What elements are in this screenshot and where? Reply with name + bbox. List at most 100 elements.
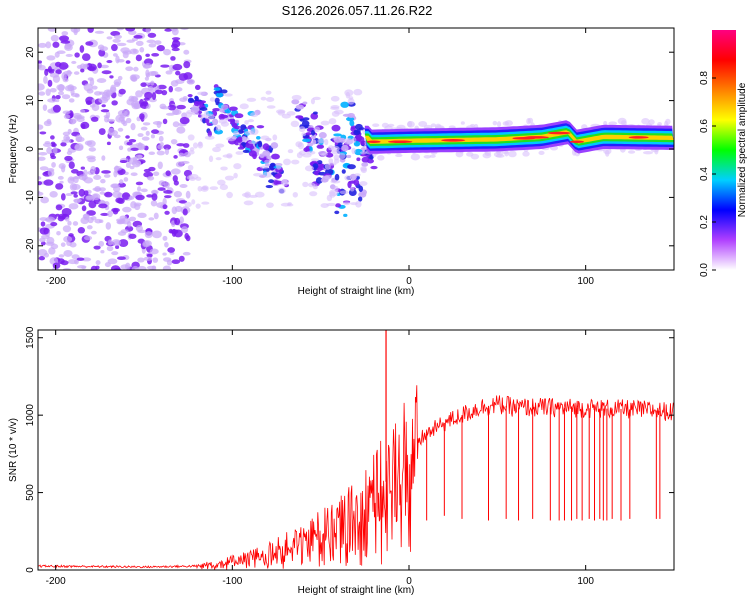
streak-halo (209, 97, 216, 102)
streak-halo (221, 104, 229, 110)
streak-halo (209, 186, 219, 191)
streak-blob (310, 112, 319, 120)
noise-blob (137, 265, 147, 270)
noise-blob (107, 239, 113, 246)
noise-blob (118, 145, 124, 151)
streak-blob (349, 120, 355, 127)
streak-halo (232, 130, 240, 136)
y-tick-label: 10 (25, 95, 36, 107)
noise-blob (125, 117, 132, 124)
streak-halo (277, 110, 285, 116)
noise-blob (151, 52, 160, 57)
streak-halo (310, 98, 316, 105)
streak-halo (307, 182, 316, 188)
streak-halo (343, 137, 354, 145)
noise-blob (87, 77, 94, 81)
noise-blob (49, 88, 57, 93)
carrier-halo (648, 119, 655, 125)
noise-blob (103, 114, 110, 119)
noise-blob (38, 124, 44, 130)
noise-blob (80, 68, 85, 73)
carrier-halo (470, 153, 480, 160)
streak-blob (310, 129, 316, 136)
carrier-halo (495, 154, 505, 158)
noise-blob (94, 218, 102, 224)
noise-blob (137, 229, 146, 234)
noise-blob (61, 165, 66, 173)
noise-blob (171, 43, 179, 49)
noise-blob (101, 70, 112, 75)
streak-halo (252, 172, 263, 177)
carrier-halo (604, 149, 610, 157)
streak-blob (186, 78, 195, 85)
noise-blob (62, 225, 72, 233)
y-tick-label: 20 (25, 46, 36, 58)
noise-blob (123, 177, 129, 182)
streak-halo (247, 119, 255, 123)
noise-blob (147, 32, 157, 38)
snr-plot-area (38, 330, 674, 570)
streak-halo (239, 103, 249, 110)
noise-blob (162, 235, 168, 241)
noise-blob (116, 42, 127, 47)
noise-blob (121, 192, 131, 200)
noise-blob (119, 113, 127, 119)
carrier-halo (603, 120, 608, 127)
noise-blob (141, 136, 150, 141)
noise-blob (64, 85, 74, 92)
carrier-halo (460, 121, 465, 125)
streak-halo (283, 158, 292, 166)
carrier-halo (496, 121, 502, 128)
noise-blob (122, 51, 129, 59)
noise-blob (117, 256, 126, 261)
noise-blob (167, 104, 177, 111)
noise-blob (46, 146, 53, 155)
streak-blob (335, 203, 342, 208)
noise-blob (171, 206, 178, 215)
streak-blob (341, 144, 349, 152)
carrier-peak (366, 140, 381, 144)
streak-halo (330, 95, 340, 102)
spectrogram-feature-descending-streaks (184, 78, 378, 218)
streak-blob (256, 125, 265, 129)
noise-blob (157, 144, 164, 150)
streak-halo (292, 191, 298, 198)
spectrogram-ylabel: Frequency (Hz) (8, 115, 19, 184)
carrier-halo (641, 118, 650, 125)
noise-blob (58, 84, 65, 93)
noise-blob (116, 219, 124, 225)
noise-blob (164, 148, 170, 156)
noise-blob (49, 72, 59, 78)
noise-blob (115, 197, 124, 204)
noise-blob (162, 252, 167, 256)
noise-blob (39, 227, 49, 235)
noise-blob (163, 144, 172, 150)
noise-blob (76, 64, 83, 69)
noise-blob (140, 126, 148, 131)
streak-blob (366, 158, 374, 164)
noise-blob (59, 35, 70, 42)
noise-blob (55, 204, 63, 211)
noise-blob (162, 118, 168, 125)
noise-blob (72, 221, 79, 226)
noise-blob (76, 116, 85, 123)
streak-halo (281, 113, 291, 119)
noise-blob (173, 190, 183, 198)
x-tick-label: -100 (222, 276, 242, 287)
noise-blob (39, 131, 47, 135)
noise-blob (66, 150, 73, 156)
noise-blob (65, 193, 73, 197)
noise-blob (171, 37, 181, 41)
streak-blob (194, 84, 201, 90)
noise-blob (112, 208, 119, 215)
x-tick-label: 100 (577, 276, 594, 287)
noise-blob (80, 166, 86, 170)
noise-blob (156, 44, 165, 52)
noise-blob (71, 254, 80, 260)
noise-blob (142, 100, 148, 107)
noise-blob (120, 47, 130, 54)
noise-blob (52, 104, 61, 113)
carrier-halo (665, 118, 671, 125)
carrier-peak (569, 140, 584, 144)
noise-blob (160, 64, 170, 68)
